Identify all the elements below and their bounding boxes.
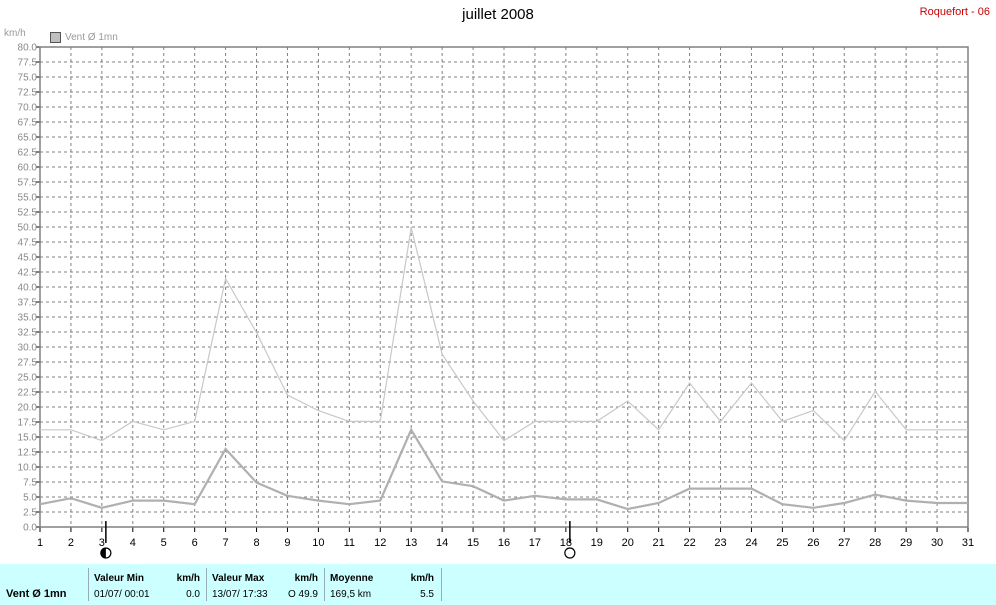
- y-axis-unit: km/h: [4, 28, 26, 39]
- y-tick-label: 22.5: [18, 388, 38, 399]
- x-tick-label: 10: [312, 537, 324, 549]
- x-tick-label: 16: [498, 537, 510, 549]
- max-stat: Valeur Max km/h 13/07/ 17:33 O 49.9: [212, 564, 322, 605]
- y-tick-label: 12.5: [18, 448, 38, 459]
- min-date: 01/07/ 00:01: [94, 589, 150, 600]
- x-tick-label: 22: [683, 537, 695, 549]
- x-tick-label: 19: [591, 537, 603, 549]
- y-tick-label: 35.0: [18, 313, 38, 324]
- mean-value: 5.5: [420, 589, 434, 600]
- legend: Vent Ø 1mn: [50, 32, 118, 43]
- series-line-max: [40, 227, 968, 442]
- legend-label: Vent Ø 1mn: [65, 32, 118, 43]
- y-tick-label: 70.0: [18, 103, 38, 114]
- y-tick-label: 40.0: [18, 283, 38, 294]
- mean-unit: km/h: [410, 573, 434, 584]
- x-tick-label: 5: [161, 537, 167, 549]
- y-tick-label: 17.5: [18, 418, 38, 429]
- x-tick-label: 6: [192, 537, 198, 549]
- y-tick-label: 75.0: [18, 73, 38, 84]
- x-tick-label: 12: [374, 537, 386, 549]
- x-tick-label: 9: [284, 537, 290, 549]
- station-name: Roquefort - 06: [919, 6, 990, 18]
- min-stat: Valeur Min km/h 01/07/ 00:01 0.0: [94, 564, 206, 605]
- y-tick-label: 2.5: [23, 508, 37, 519]
- y-tick-label: 25.0: [18, 373, 38, 384]
- x-tick-label: 17: [529, 537, 541, 549]
- x-tick-label: 31: [962, 537, 974, 549]
- y-tick-label: 27.5: [18, 358, 38, 369]
- x-tick-label: 8: [253, 537, 259, 549]
- mean-distance: 169,5 km: [330, 589, 372, 600]
- x-tick-label: 29: [900, 537, 912, 549]
- y-tick-label: 10.0: [18, 463, 38, 474]
- x-tick-label: 7: [223, 537, 229, 549]
- y-tick-label: 50.0: [18, 223, 38, 234]
- y-tick-label: 42.5: [18, 268, 38, 279]
- y-tick-label: 5.0: [23, 493, 37, 504]
- mean-stat: Moyenne km/h 169,5 km 5.5: [330, 564, 438, 605]
- min-value: 0.0: [186, 589, 200, 600]
- max-date: 13/07/ 17:33: [212, 589, 268, 600]
- y-tick-label: 45.0: [18, 253, 38, 264]
- legend-swatch: [50, 32, 61, 43]
- y-tick-label: 20.0: [18, 403, 38, 414]
- x-tick-label: 30: [931, 537, 943, 549]
- x-tick-label: 27: [838, 537, 850, 549]
- y-tick-label: 57.5: [18, 178, 38, 189]
- full-moon-icon: [564, 547, 576, 559]
- series-line-mean: [39, 427, 968, 511]
- y-tick-label: 0.0: [23, 523, 37, 534]
- y-tick-label: 67.5: [18, 118, 38, 129]
- y-tick-label: 32.5: [18, 328, 38, 339]
- x-tick-label: 24: [745, 537, 757, 549]
- footer-separator: [324, 568, 325, 601]
- x-tick-label: 14: [436, 537, 448, 549]
- footer-separator: [441, 568, 442, 601]
- y-tick-label: 65.0: [18, 133, 38, 144]
- x-tick-label: 13: [405, 537, 417, 549]
- x-tick-label: 23: [714, 537, 726, 549]
- x-tick-label: 4: [130, 537, 136, 549]
- y-tick-label: 52.5: [18, 208, 38, 219]
- y-tick-label: 30.0: [18, 343, 38, 354]
- x-tick-label: 18: [560, 537, 572, 549]
- min-header: Valeur Min: [94, 573, 145, 584]
- y-tick-label: 60.0: [18, 163, 38, 174]
- x-tick-label: 15: [467, 537, 479, 549]
- y-tick-label: 7.5: [23, 478, 37, 489]
- x-tick-label: 28: [869, 537, 881, 549]
- max-value: O 49.9: [287, 589, 318, 600]
- y-tick-label: 77.5: [18, 58, 38, 69]
- max-header: Valeur Max: [212, 573, 265, 584]
- y-tick-label: 62.5: [18, 148, 38, 159]
- footer-separator: [206, 568, 207, 601]
- stats-footer: Vent Ø 1mn Valeur Min km/h 01/07/ 00:01 …: [0, 564, 996, 605]
- x-tick-label: 25: [776, 537, 788, 549]
- y-tick-label: 80.0: [18, 43, 38, 54]
- x-tick-label: 3: [99, 537, 105, 549]
- footer-series-label: Vent Ø 1mn: [6, 588, 67, 600]
- x-tick-label: 1: [37, 537, 43, 549]
- x-tick-label: 11: [344, 537, 355, 549]
- footer-separator: [88, 568, 89, 601]
- max-unit: km/h: [294, 573, 318, 584]
- y-tick-label: 15.0: [18, 433, 38, 444]
- y-tick-label: 55.0: [18, 193, 38, 204]
- x-tick-label: 26: [807, 537, 819, 549]
- mean-header: Moyenne: [330, 573, 374, 584]
- y-tick-label: 72.5: [18, 88, 38, 99]
- chart-title: juillet 2008: [462, 6, 534, 23]
- min-unit: km/h: [176, 573, 200, 584]
- x-tick-label: 21: [653, 537, 665, 549]
- y-tick-label: 37.5: [18, 298, 38, 309]
- y-tick-label: 47.5: [18, 238, 38, 249]
- x-tick-label: 2: [68, 537, 74, 549]
- x-tick-label: 20: [622, 537, 634, 549]
- plot-frame: [39, 46, 969, 528]
- wind-chart: 0.0 2.5 5.0 7.5 10.0 12.5 15.0 17.5 20.0 22.5 25.0…: [18, 43, 974, 559]
- last-quarter-moon-shade: [100, 548, 106, 558]
